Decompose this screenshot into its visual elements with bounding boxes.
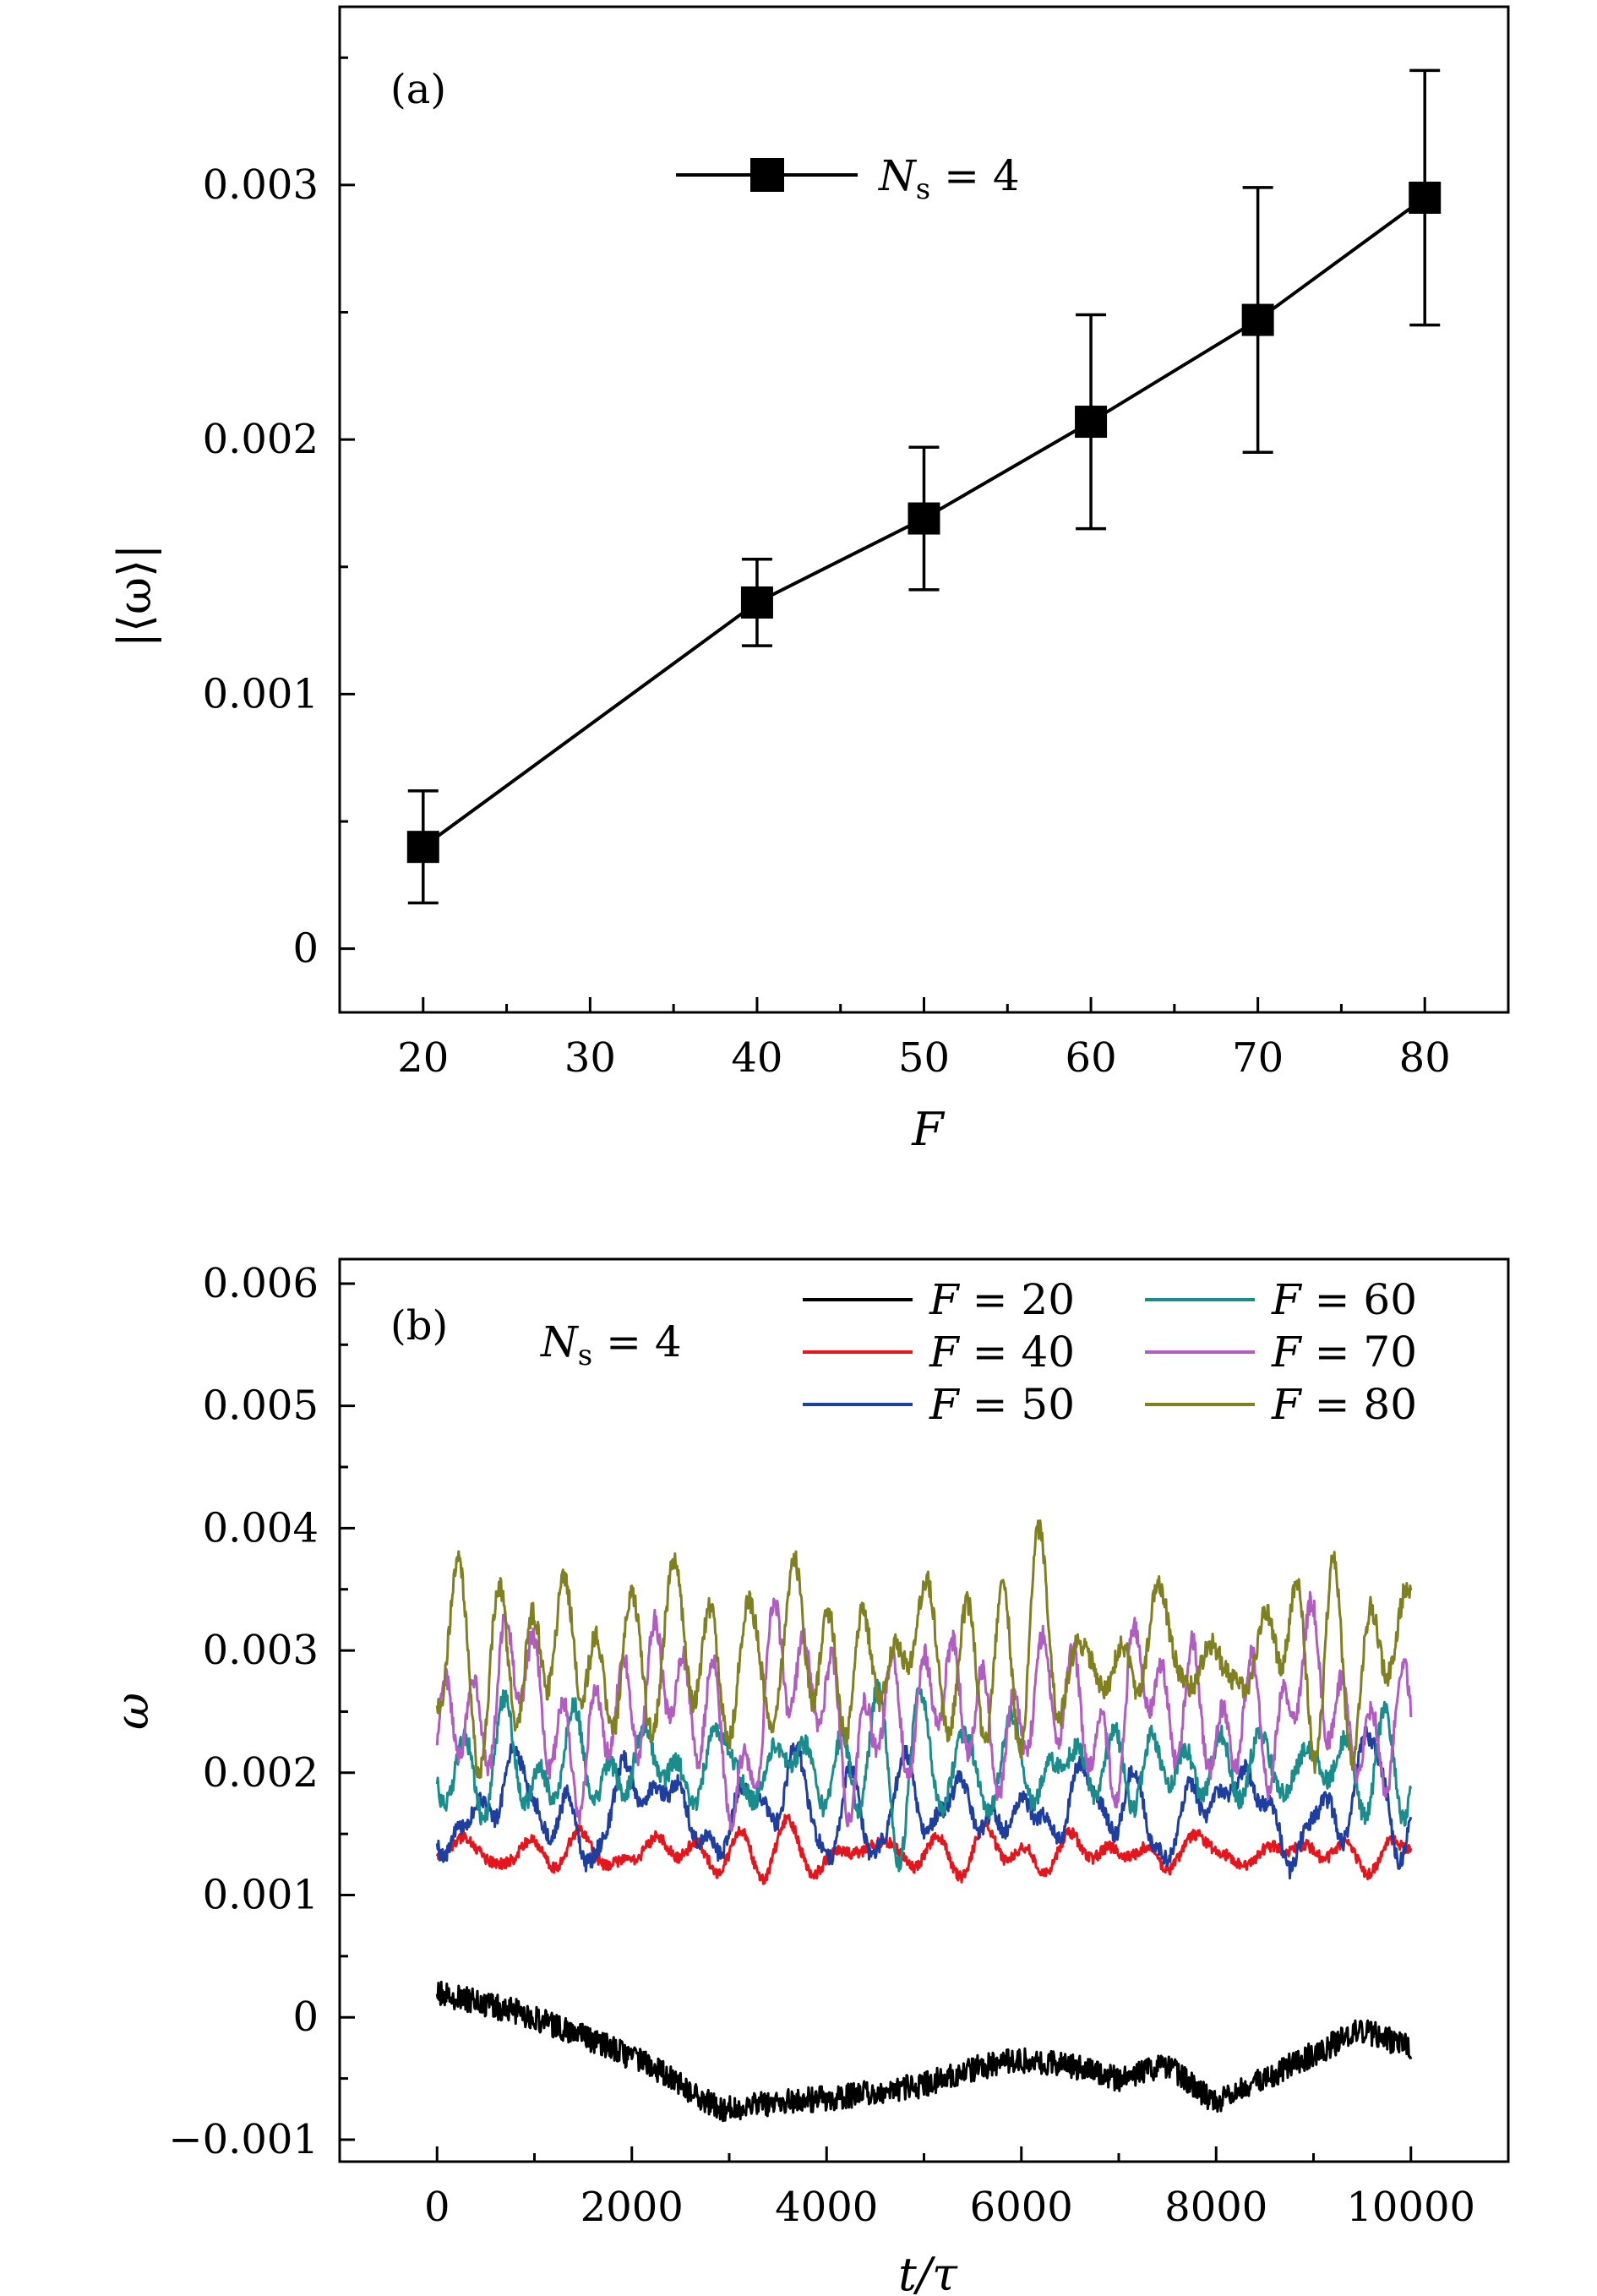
- a-xtick-label: 80: [1399, 1034, 1451, 1082]
- legend-label: F = 80: [1271, 1380, 1417, 1429]
- data-point: [1075, 406, 1108, 439]
- legend-label-var: F: [1271, 1380, 1303, 1429]
- legend-label-rest: = 50: [959, 1380, 1075, 1429]
- a-ytick-label: 0.003: [203, 161, 319, 209]
- data-point: [1409, 181, 1442, 214]
- b-ytick-label: 0.002: [203, 1749, 319, 1797]
- annotation-rest: = 4: [592, 1317, 682, 1366]
- legend-entry-40: F = 40: [803, 1328, 1075, 1377]
- panel-a-xlabel: F: [911, 1103, 946, 1156]
- legend-label: F = 60: [1271, 1275, 1417, 1324]
- legend-entry-70: F = 70: [1145, 1328, 1417, 1377]
- panel-b: 0 2000 4000 6000 8000 10000 −0.001 0 0.001 0.002 0…: [106, 1257, 1510, 2296]
- b-xtick-label: 2000: [580, 2184, 684, 2231]
- b-ytick-label: 0.001: [203, 1872, 319, 1919]
- legend-label-var: F: [929, 1380, 961, 1429]
- legend-label-ns4: Ns = 4: [878, 151, 1020, 206]
- panel-b-legend: F = 20F = 40F = 50F = 60F = 70F = 80: [803, 1275, 1417, 1429]
- b-ytick-label: 0: [292, 1993, 319, 2041]
- panel-a-legend: Ns = 4: [676, 151, 1020, 206]
- panel-b-tick-labels: 0 2000 4000 6000 8000 10000 −0.001 0 0.001 0.002 0…: [168, 1260, 1475, 2231]
- legend-marker-ns4: [750, 158, 784, 192]
- b-xtick-label: 6000: [970, 2184, 1073, 2231]
- panel-b-ticks: [340, 1282, 1413, 2162]
- panel-b-ylabel: ω: [106, 1693, 159, 1730]
- series-line-70: [435, 1590, 1413, 1832]
- panel-a: 20 30 40 50 60 70 80 0 0.001 0.002 0.003 (a) Ns = …: [108, 5, 1510, 1156]
- a-xtick-label: 70: [1232, 1034, 1284, 1082]
- legend-label-var: F: [1271, 1328, 1303, 1377]
- b-ytick-label: 0.004: [203, 1504, 319, 1552]
- panel-b-annotation: Ns = 4: [540, 1317, 682, 1372]
- legend-entry-80: F = 80: [1145, 1380, 1417, 1429]
- legend-entry-20: F = 20: [803, 1275, 1075, 1324]
- b-xtick-label: 10000: [1346, 2184, 1475, 2231]
- panel-a-label: (a): [390, 66, 446, 113]
- legend-label-rest: = 60: [1301, 1275, 1417, 1324]
- a-xtick-label: 30: [564, 1034, 616, 1082]
- legend-entry-60: F = 60: [1145, 1275, 1417, 1324]
- series-line-ns4: [422, 196, 1426, 848]
- a-xtick-label: 40: [731, 1034, 782, 1082]
- a-ytick-label: 0.001: [203, 670, 319, 717]
- panel-b-label: (b): [390, 1302, 448, 1350]
- b-ytick-label: 0.003: [203, 1627, 319, 1674]
- panel-b-plot-area: [435, 1519, 1413, 2123]
- legend-label-var: F: [1271, 1275, 1303, 1324]
- legend-label-rest: = 40: [959, 1328, 1075, 1377]
- b-xtick-label: 0: [424, 2184, 450, 2231]
- data-point: [908, 502, 940, 535]
- panel-a-tick-labels: 20 30 40 50 60 70 80 0 0.001 0.002 0.003: [203, 161, 1451, 1082]
- b-ytick-label: −0.001: [168, 2116, 319, 2163]
- b-xtick-label: 8000: [1164, 2184, 1267, 2231]
- annotation-sub: s: [578, 1339, 592, 1372]
- annotation-main: N: [540, 1317, 580, 1366]
- b-ytick-label: 0.005: [203, 1383, 319, 1430]
- a-xtick-label: 50: [898, 1034, 950, 1082]
- b-ytick-label: 0.006: [203, 1260, 319, 1307]
- legend-label: F = 40: [929, 1328, 1075, 1377]
- legend-name-main: N: [878, 151, 918, 200]
- series-line-80: [435, 1519, 1413, 1780]
- legend-label: F = 20: [929, 1275, 1075, 1324]
- legend-label-var: F: [929, 1275, 961, 1324]
- panel-a-ylabel: |⟨ω⟩|: [108, 544, 161, 648]
- legend-label-rest: = 20: [959, 1275, 1075, 1324]
- data-point: [1241, 303, 1274, 336]
- legend-label-var: F: [929, 1328, 961, 1377]
- panel-a-ticks: [340, 56, 1426, 1012]
- legend-label-rest: = 70: [1301, 1328, 1417, 1377]
- a-ytick-label: 0.002: [203, 416, 319, 463]
- series-line-20: [435, 1980, 1413, 2123]
- a-xtick-label: 20: [397, 1034, 449, 1082]
- a-xtick-label: 60: [1066, 1034, 1117, 1082]
- legend-label: F = 70: [1271, 1328, 1417, 1377]
- legend-entry-50: F = 50: [803, 1380, 1075, 1429]
- data-point: [406, 831, 439, 864]
- a-ytick-label: 0: [292, 925, 319, 973]
- b-xtick-label: 4000: [775, 2184, 878, 2231]
- legend-label-rest: = 80: [1301, 1380, 1417, 1429]
- data-point: [740, 586, 773, 619]
- legend-name-sub: s: [916, 172, 930, 206]
- panel-a-plot-area: [406, 68, 1442, 905]
- panel-b-xlabel: t/τ: [898, 2248, 958, 2296]
- series-line-40: [435, 1813, 1413, 1885]
- legend-name-rest: = 4: [930, 151, 1020, 200]
- series-line-60: [435, 1678, 1413, 1873]
- legend-label: F = 50: [929, 1380, 1075, 1429]
